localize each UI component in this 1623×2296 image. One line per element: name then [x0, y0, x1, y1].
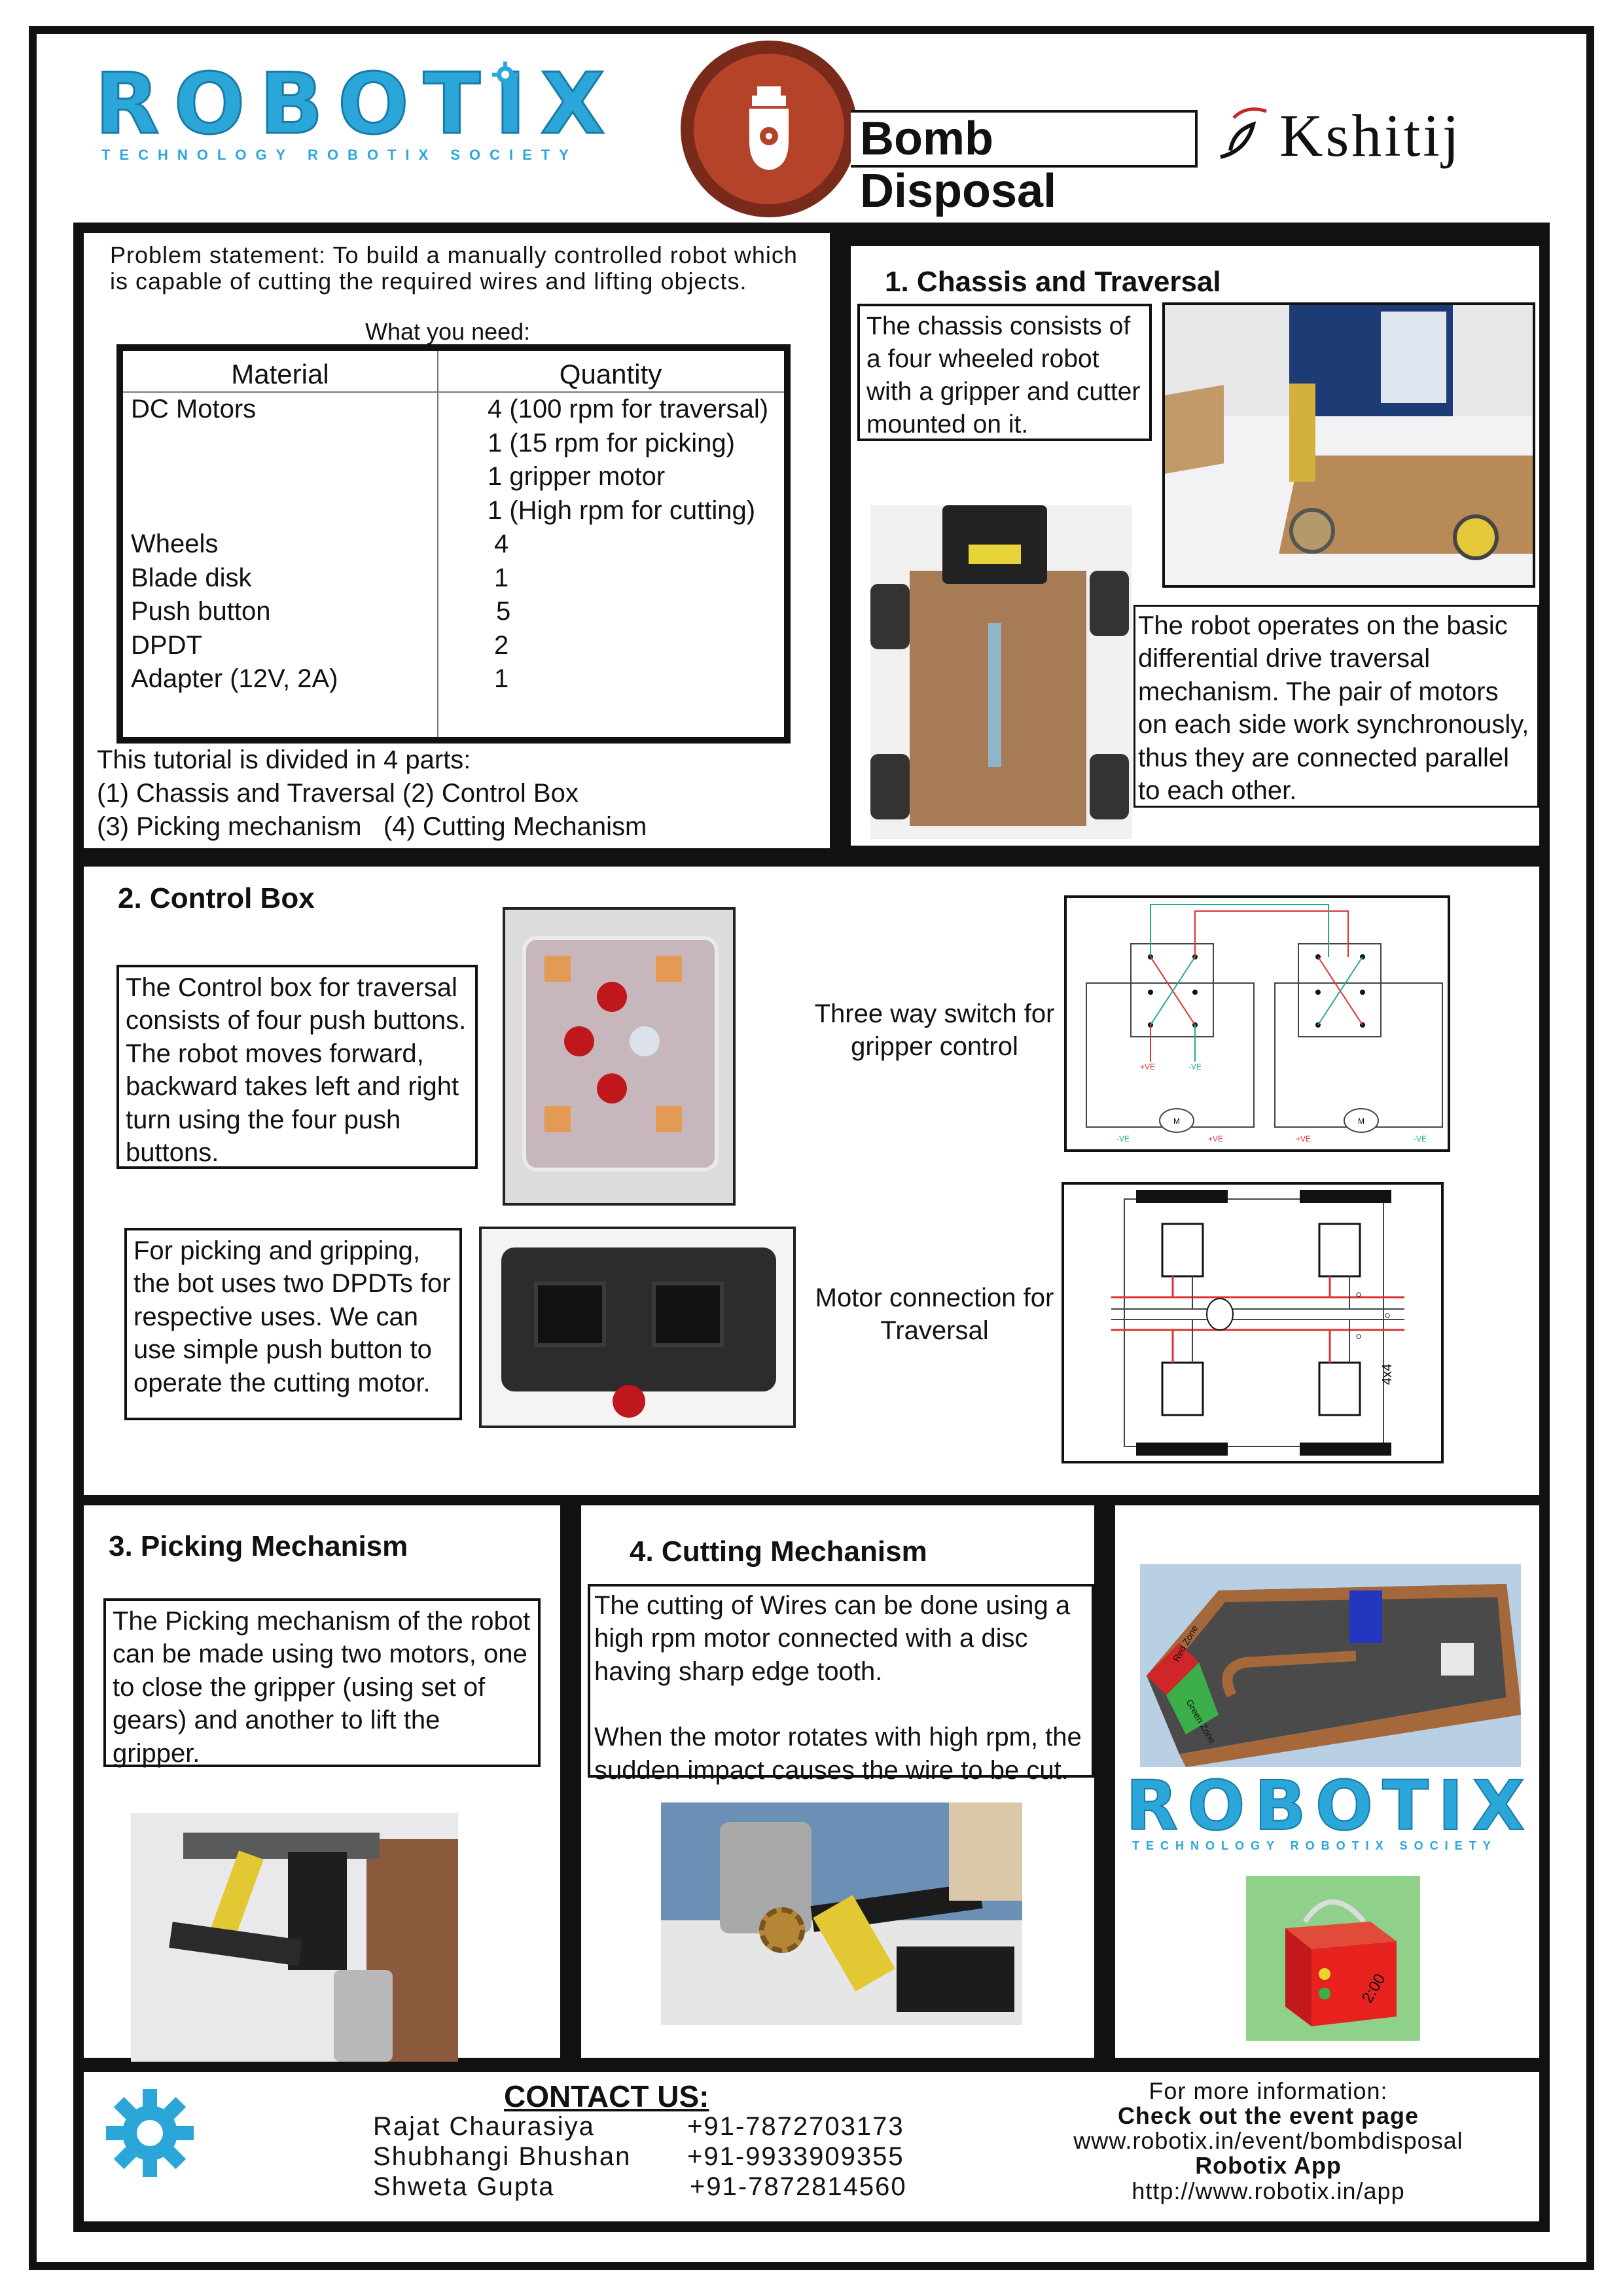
- table-header-rule: [123, 391, 784, 393]
- control-box-desc-1: The Control box for traversal consists o…: [116, 965, 478, 1169]
- table-row: DPDT 2: [131, 630, 509, 660]
- more-info-label: For more information:: [1149, 2077, 1388, 2104]
- chassis-title: 1. Chassis and Traversal: [885, 266, 1221, 298]
- picking-title: 3. Picking Mechanism: [109, 1530, 408, 1562]
- materials-table: Material Quantity DC Motors 4 (100 rpm fo…: [116, 344, 791, 744]
- problem-statement: Problem statement: To build a manually c…: [110, 242, 798, 295]
- motor-label: M: [1173, 1117, 1180, 1126]
- switch-wiring: M M +VE -VE -VE +VE +VE -VE: [1086, 904, 1443, 1143]
- three-way-switch-diagram: M M +VE -VE -VE +VE +VE -VE: [1064, 895, 1450, 1152]
- contact-person: Shweta Gupta +91-7872814560: [373, 2172, 907, 2202]
- robotix-logo-small: ROBOTIX TECHNOLOGY ROBOTIX SOCIETY: [1125, 1766, 1534, 1852]
- neg-label: -VE: [1188, 1062, 1202, 1071]
- table-row: 1 (15 rpm for picking): [488, 428, 735, 457]
- gear-icon: [492, 62, 518, 88]
- control-box-desc-2: For picking and gripping, the bot uses t…: [124, 1228, 462, 1420]
- robotix-logo: ROBOTIX TECHNOLOGY ROBOTIX SOCIETY: [94, 56, 620, 183]
- chassis-photo-arena: [1162, 302, 1535, 588]
- cutting-desc: The cutting of Wires can be done using a…: [588, 1584, 1094, 1785]
- tutorial-line: (1) Chassis and Traversal (2) Control Bo…: [97, 779, 579, 808]
- table-row: 1 (High rpm for cutting): [488, 495, 756, 525]
- event-url-link[interactable]: www.robotix.in/event/bombdisposal: [1073, 2127, 1463, 2155]
- cutting-panel: 4. Cutting Mechanism The cutting of Wire…: [581, 1505, 1094, 2058]
- contact-phone: +91-7872703173: [687, 2112, 904, 2141]
- motor-caption: Motor connection for Traversal: [815, 1283, 1054, 1345]
- cutting-photo: [661, 1803, 1022, 2025]
- chassis-panel: 1. Chassis and Traversal The chassis con…: [851, 246, 1539, 846]
- contact-name: Shweta Gupta: [373, 2172, 555, 2201]
- table-row: 1 gripper motor: [488, 462, 666, 491]
- bomb-icon: [749, 86, 789, 170]
- gear-icon: [106, 2089, 194, 2177]
- picking-photo: [131, 1813, 458, 2062]
- contact-name: Shubhangi Bhushan: [373, 2142, 632, 2171]
- neg-label: -VE: [1116, 1134, 1130, 1143]
- page-frame: [29, 26, 1594, 2270]
- picking-panel: 3. Picking Mechanism The Picking mechani…: [84, 1505, 560, 2062]
- chassis-desc-1: The chassis consists of a four wheeled r…: [857, 304, 1152, 441]
- table-header: Material Quantity: [123, 351, 784, 390]
- pos-label: +VE: [1296, 1134, 1311, 1143]
- control-box-panel: 2. Control Box The Control box for trave…: [84, 867, 1539, 1495]
- fest-name: Kshitij: [1279, 102, 1462, 169]
- kshitij-swirl-icon: [1220, 107, 1267, 159]
- table-body: DC Motors 4 (100 rpm for traversal) 1 (15…: [123, 393, 784, 696]
- logo-word: ROBOTIX: [94, 56, 620, 153]
- app-url-link[interactable]: http://www.robotix.in/app: [1132, 2177, 1405, 2204]
- event-title-box: Bomb Disposal: [851, 110, 1198, 217]
- intro-panel: Problem statement: To build a manually c…: [84, 233, 830, 848]
- cutting-desc-2: When the motor rotates with high rpm, th…: [594, 1723, 1082, 1785]
- bomb-box-render: 2:00: [1246, 1876, 1420, 2041]
- table-row: Push button 5: [131, 597, 511, 626]
- pos-label: +VE: [1140, 1062, 1155, 1071]
- picking-desc: The Picking mechanism of the robot can b…: [103, 1598, 541, 1768]
- push-button-box-photo: [503, 907, 736, 1206]
- table-row: Blade disk 1: [131, 563, 509, 592]
- contact-title: CONTACT US:: [504, 2079, 709, 2113]
- arena-drawing: Red Zone Green Zone: [1147, 1584, 1521, 1767]
- logo-tagline-small: TECHNOLOGY ROBOTIX SOCIETY: [1132, 1839, 1497, 1852]
- chassis-desc-2: The robot operates on the basic differen…: [1133, 605, 1539, 808]
- col-material: Material: [231, 359, 329, 389]
- event-page-label: Check out the event page: [1117, 2102, 1419, 2130]
- table-row: Adapter (12V, 2A) 1: [131, 664, 509, 693]
- motor-label: M: [1358, 1117, 1364, 1126]
- motor-connection-diagram: 4x4: [1061, 1182, 1444, 1463]
- contact-list: Rajat Chaurasiya +91-7872703173 Shubhang…: [373, 2111, 907, 2202]
- more-info: For more information: Check out the even…: [1033, 2077, 1504, 2204]
- pos-label: +VE: [1208, 1134, 1223, 1143]
- tutorial-line: (3) Picking mechanism (4) Cutting Mechan…: [97, 812, 647, 841]
- logo-word-small: ROBOTIX: [1125, 1766, 1534, 1846]
- tutorial-line: This tutorial is divided in 4 parts:: [97, 745, 471, 774]
- logo-tagline: TECHNOLOGY ROBOTIX SOCIETY: [101, 147, 578, 163]
- tutorial-parts: This tutorial is divided in 4 parts: (1)…: [97, 744, 647, 844]
- chassis-photo-top: [870, 505, 1132, 839]
- bomb-box-drawing: 2:00: [1285, 1899, 1397, 2026]
- traversal-wiring: 4x4: [1111, 1190, 1404, 1456]
- arena-panel: Red Zone Green Zone ROBOTIX TECHNOLOGY R…: [1115, 1505, 1539, 2058]
- cutting-title: 4. Cutting Mechanism: [630, 1535, 927, 1568]
- switch-caption: Three way switch for gripper control: [814, 999, 1055, 1061]
- event-title: Bomb Disposal: [860, 113, 1057, 217]
- control-box-title: 2. Control Box: [118, 882, 315, 914]
- kshitij-logo: Kshitij: [1207, 92, 1482, 177]
- contact-phone: +91-9933909355: [687, 2142, 904, 2171]
- dpdt-box-photo: [479, 1227, 796, 1428]
- col-quantity: Quantity: [559, 359, 662, 389]
- contact-panel: CONTACT US: Rajat Chaurasiya +91-7872703…: [84, 2072, 1539, 2221]
- what-you-need: What you need:: [365, 318, 531, 345]
- table-row: DC Motors 4 (100 rpm for traversal): [131, 395, 769, 423]
- table-row: Wheels 4: [131, 529, 509, 558]
- neg-label: -VE: [1414, 1134, 1427, 1143]
- arena-render: Red Zone Green Zone: [1140, 1564, 1521, 1767]
- drive-label: 4x4: [1380, 1364, 1395, 1385]
- contact-person: Rajat Chaurasiya +91-7872703173: [373, 2111, 907, 2142]
- contact-person: Shubhangi Bhushan +91-9933909355: [373, 2142, 907, 2172]
- contact-name: Rajat Chaurasiya: [373, 2112, 595, 2141]
- contact-phone: +91-7872814560: [690, 2172, 907, 2201]
- cutting-desc-1: The cutting of Wires can be done using a…: [594, 1591, 1071, 1686]
- event-badge: [681, 41, 857, 217]
- app-label: Robotix App: [1195, 2152, 1342, 2179]
